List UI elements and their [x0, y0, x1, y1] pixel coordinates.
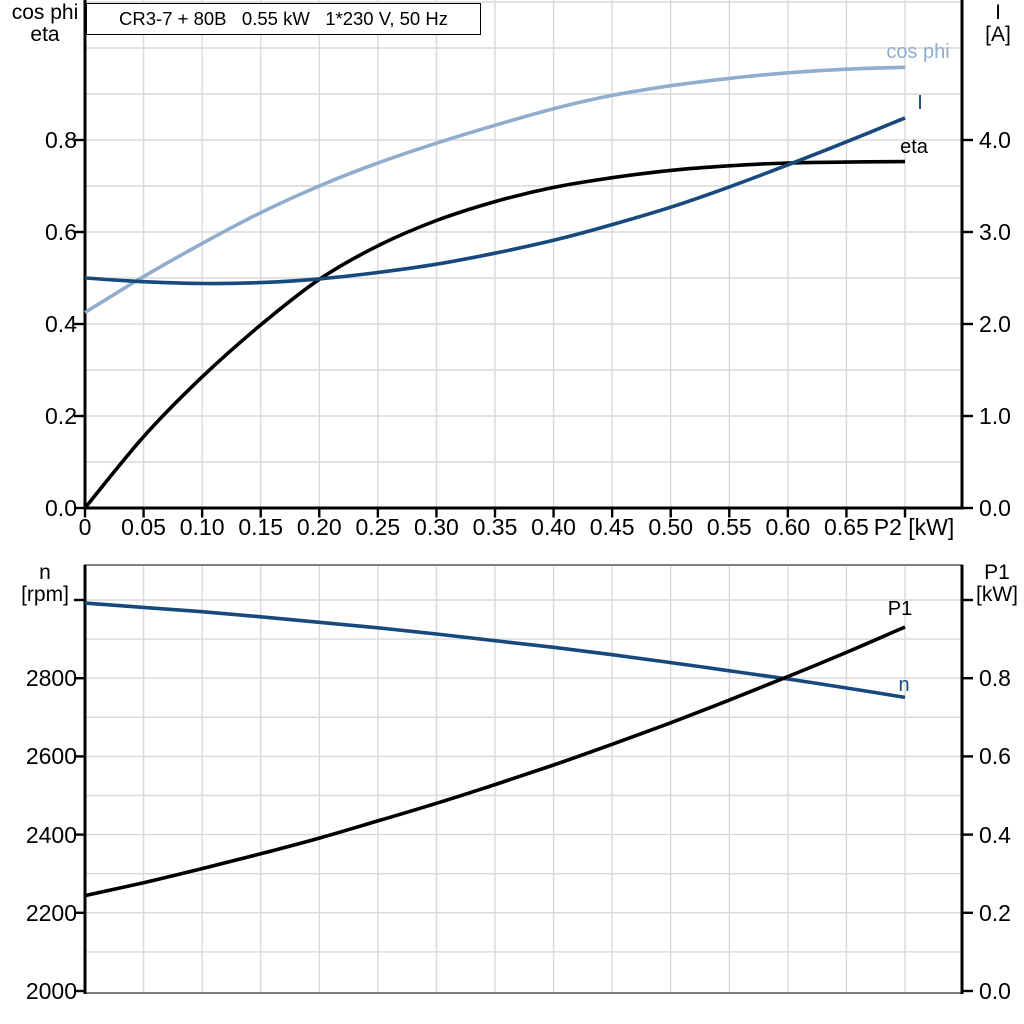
- top-right-axis-title-line1: I: [995, 1, 1001, 24]
- bottom-right-tick-label: 0.0: [979, 978, 1011, 1004]
- bottom-left-tick-label: 2600: [25, 743, 77, 770]
- top-left-axis-title: cos phi eta: [8, 2, 82, 46]
- chart-title: CR3-7 + 80B 0.55 kW 1*230 V, 50 Hz: [119, 8, 448, 29]
- bottom-left-axis-title-line2: [rpm]: [21, 583, 69, 606]
- curve-P1: [84, 625, 906, 898]
- bottom-right-tick-label: 0.8: [979, 665, 1011, 692]
- top-left-tick-label: 0.6: [45, 219, 77, 245]
- curve-n: [84, 601, 906, 700]
- top-x-tick-label: 0.65: [824, 514, 869, 540]
- curve-label-n: n: [898, 674, 910, 696]
- top-left-tick-label: 0.4: [45, 311, 77, 337]
- top-x-tick-label: 0.10: [179, 514, 225, 540]
- bottom-right-tick-label: 0.2: [979, 899, 1011, 926]
- chart-title-box: CR3-7 + 80B 0.55 kW 1*230 V, 50 Hz: [86, 3, 481, 35]
- top-x-tick-label: 0.40: [531, 514, 576, 540]
- curve-cos-phi: [84, 65, 906, 315]
- top-right-axis-title-line2: [A]: [985, 23, 1011, 46]
- top-x-tick-label: 0.05: [121, 514, 166, 540]
- top-x-tick-label: 0.15: [238, 514, 284, 540]
- curve-label-cos-phi: cos phi: [886, 41, 950, 63]
- bottom-left-axis-title: n [rpm]: [8, 562, 82, 606]
- bottom-left-tick-label: 2000: [25, 978, 77, 1004]
- top-x-tick-label: 0.30: [414, 514, 459, 540]
- top-x-tick-label: 0.50: [648, 514, 694, 540]
- top-left-axis-title-line1: cos phi: [11, 1, 79, 24]
- bottom-left-axis-title-line1: n: [39, 561, 51, 584]
- top-x-tick-label: 0.55: [706, 514, 752, 540]
- top-right-tick-label: 1.0: [979, 403, 1011, 429]
- bottom-left-tick-label: 2200: [25, 899, 77, 926]
- bottom-right-axis-title-line2: [kW]: [976, 583, 1018, 606]
- top-x-tick-label: P2 [kW]: [873, 514, 955, 540]
- top-right-axis-title: I [A]: [976, 2, 1020, 46]
- top-x-tick-label: 0: [78, 514, 92, 540]
- bottom-right-axis-title-line1: P1: [984, 561, 1010, 584]
- top-right-tick-label: 4.0: [979, 127, 1011, 153]
- curve-label-eta: eta: [900, 136, 928, 158]
- top-left-tick-label: 0.8: [45, 127, 77, 153]
- curve-label-p1: P1: [887, 598, 913, 620]
- bottom-right-tick-label: 0.6: [979, 743, 1011, 770]
- bottom-left-tick-label: 2800: [25, 665, 77, 692]
- top-right-tick-label: 2.0: [979, 311, 1011, 337]
- top-x-tick-label: 0.25: [355, 514, 401, 540]
- curve-eta: [83, 159, 906, 510]
- top-left-tick-label: 0.2: [45, 403, 77, 429]
- top-right-tick-label: 3.0: [979, 219, 1011, 245]
- curve-I: [84, 116, 906, 286]
- top-x-tick-label: 0.60: [765, 514, 811, 540]
- top-left-tick-label: 0.0: [45, 495, 77, 521]
- curve-label-current: I: [917, 92, 923, 114]
- bottom-right-axis-title: P1 [kW]: [972, 562, 1022, 606]
- top-right-tick-label: 0.0: [979, 495, 1011, 521]
- bottom-right-tick-label: 0.4: [979, 821, 1011, 848]
- top-x-tick-label: 0.20: [296, 514, 342, 540]
- top-x-tick-label: 0.45: [589, 514, 635, 540]
- bottom-left-tick-label: 2400: [25, 821, 77, 848]
- top-x-tick-label: 0.35: [472, 514, 518, 540]
- top-left-axis-title-line2: eta: [30, 23, 60, 46]
